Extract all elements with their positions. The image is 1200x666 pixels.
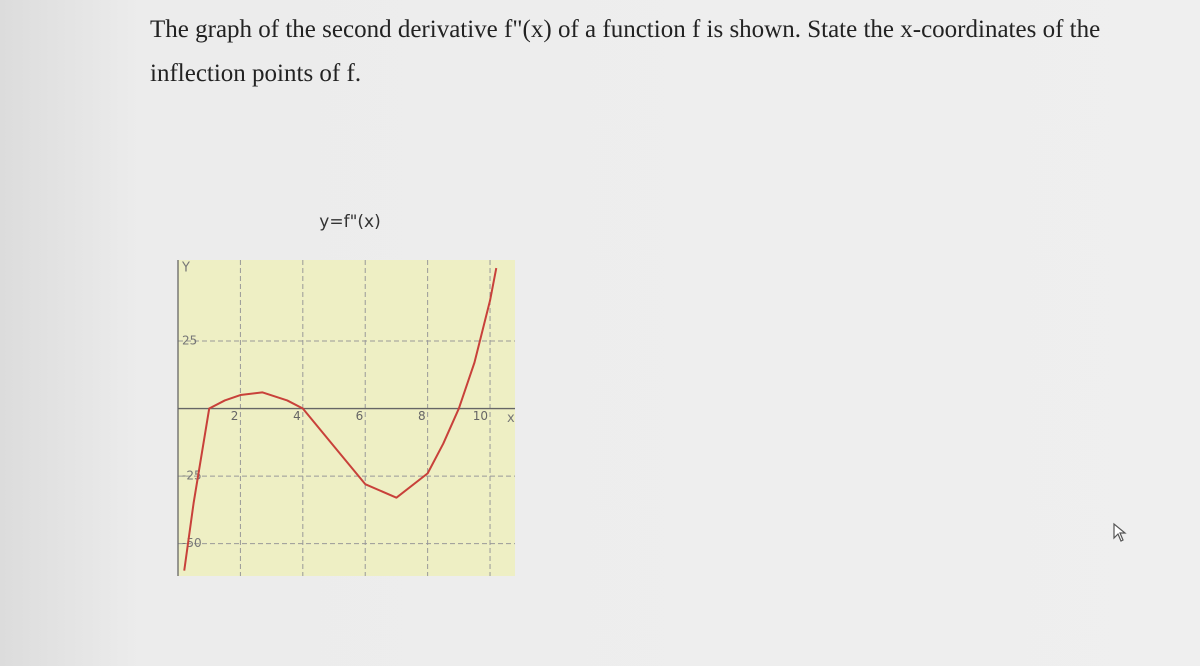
y-tick-label: 25 xyxy=(182,334,197,348)
chart-title: y=f"(x) xyxy=(319,212,380,232)
x-tick-label: 10 xyxy=(473,409,488,423)
plot-background xyxy=(178,260,515,576)
x-tick-label: 6 xyxy=(356,409,364,423)
data-line xyxy=(183,267,498,571)
cursor-icon xyxy=(1113,522,1127,542)
x-axis-label: x xyxy=(507,411,515,426)
x-tick-label: 4 xyxy=(293,409,301,423)
x-tick-label: 2 xyxy=(231,409,239,423)
y-axis-label: Y xyxy=(181,261,190,276)
x-tick-label: 8 xyxy=(418,409,426,423)
y-tick-label: -50 xyxy=(182,536,202,550)
question-text: The graph of the second derivative f"(x)… xyxy=(150,16,1101,87)
